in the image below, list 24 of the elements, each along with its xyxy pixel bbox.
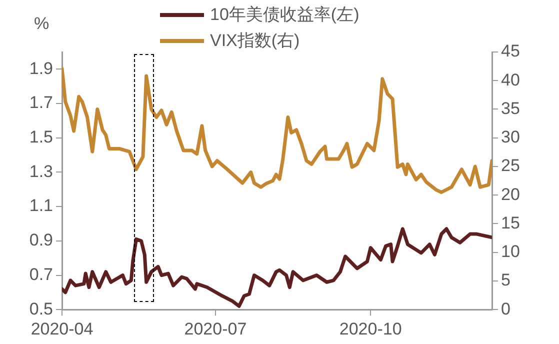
y-tick-label: 1.5 [29,128,53,147]
y-tick-label: 1.3 [29,162,53,181]
x-tick-label: 2020-04 [30,319,94,338]
y2-tick-label: 30 [501,128,520,147]
y2-tick-label: 35 [501,98,520,118]
y-tick-label: 0.5 [29,299,53,318]
y-tick-label: 1.1 [29,196,53,216]
y2-tick-label: 0 [501,299,510,318]
y-tick-label: 0.9 [29,230,53,250]
y-tick-label: 1.9 [29,58,53,78]
y2-tick-label: 10 [501,242,520,262]
legend-label: 10年美债收益率(左) [210,4,360,26]
y2-tick-label: 20 [501,184,520,204]
x-tick-label: 2020-10 [339,319,402,338]
y2-tick-label: 15 [501,213,520,232]
y2-tick-label: 5 [501,270,510,290]
y-tick-label: 0.7 [29,264,53,284]
x-tick-label: 2020-07 [184,319,247,338]
y2-tick-label: 40 [501,70,520,90]
y2-tick-label: 25 [501,156,520,176]
y2-tick-label: 45 [501,42,520,61]
y-axis-title: % [34,14,50,34]
y-tick-label: 1.7 [29,93,53,112]
legend-label: VIX指数(右) [210,30,300,52]
